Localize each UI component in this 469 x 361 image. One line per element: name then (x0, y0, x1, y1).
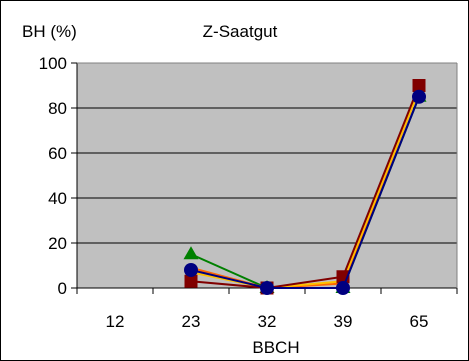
data-point-square (412, 79, 426, 92)
series-layer (183, 79, 427, 295)
series-5-line (190, 96, 420, 289)
x-tick-label: 32 (258, 312, 277, 331)
series-3-line (190, 89, 420, 289)
y-tick-label: 40 (48, 189, 67, 208)
plot-area (77, 63, 457, 288)
data-point-square (184, 274, 198, 288)
data-point-circle (412, 89, 426, 104)
x-tick-label: 65 (410, 312, 429, 331)
series-4-line (190, 85, 420, 289)
chart-title: Z-Saatgut (203, 22, 278, 41)
y-tick-label: 100 (39, 54, 67, 73)
series-5 (184, 89, 426, 295)
y-tick-label: 60 (48, 144, 67, 163)
y-tick-label: 80 (48, 99, 67, 118)
x-axis-label: BBCH (252, 338, 299, 357)
tick-labels: 0 20 40 60 80 100 12 23 32 39 65 (39, 54, 429, 331)
x-tick-label: 23 (182, 312, 201, 331)
y-tick-label: 0 (58, 279, 67, 298)
series-3 (190, 89, 420, 289)
data-point-circle (336, 281, 350, 295)
x-tick-label: 12 (106, 312, 125, 331)
data-point-triangle (183, 246, 199, 260)
x-tick-label: 39 (334, 312, 353, 331)
data-point-circle (260, 281, 274, 295)
y-axis-label: BH (%) (22, 22, 77, 41)
y-tick-label: 20 (48, 234, 67, 253)
data-point-circle (184, 263, 198, 277)
